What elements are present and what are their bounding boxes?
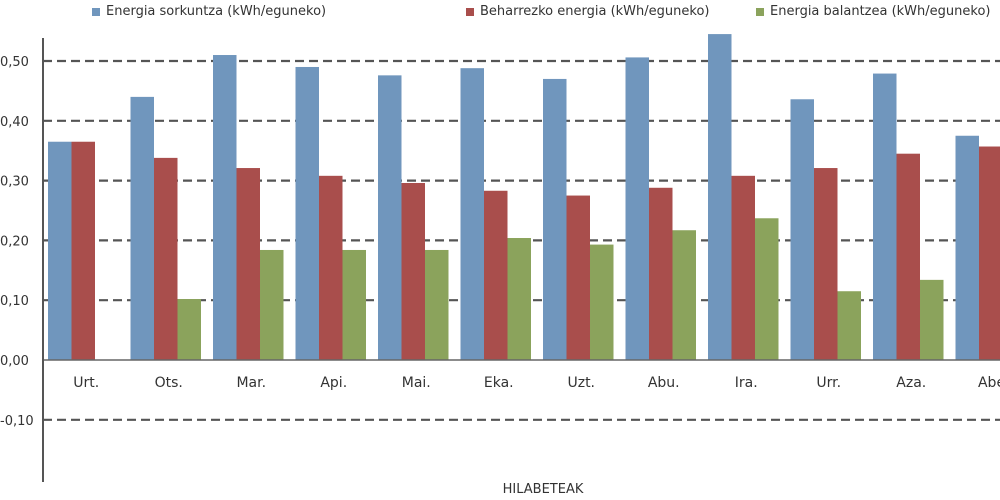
y-tick-label: -0,10 (0, 414, 34, 429)
bar (708, 34, 732, 361)
bar (649, 187, 673, 360)
legend-item-required: Beharrezko energia (kWh/eguneko) (466, 4, 709, 19)
x-tick-label: Abe. (978, 375, 1000, 391)
bar (672, 230, 696, 360)
x-tick-label: Api. (320, 375, 347, 391)
bar (342, 249, 366, 360)
y-tick-label: 0,30 (0, 175, 29, 190)
x-tick-label: Abu. (648, 375, 680, 391)
bar (507, 238, 531, 360)
bar (236, 168, 260, 360)
x-tick-label: Urr. (816, 375, 841, 391)
bar (590, 244, 614, 360)
bar (543, 78, 567, 360)
x-tick-label: Uzt. (567, 375, 595, 391)
x-axis-title: HILABETEAK (503, 482, 584, 497)
bar (319, 175, 343, 360)
legend-swatch-generation (92, 7, 100, 16)
legend-label-balance: Energia balantzea (kWh/eguneko) (770, 4, 991, 19)
y-tick-label: 0,50 (0, 55, 29, 70)
bar (48, 141, 72, 360)
bar (460, 68, 484, 361)
bar (873, 73, 897, 361)
bar (295, 66, 319, 360)
bar (71, 141, 95, 360)
y-tick-label: 0,00 (0, 354, 29, 369)
bar (401, 182, 425, 360)
bar (790, 99, 814, 360)
bar (177, 299, 201, 360)
y-tick-label: 0,10 (0, 294, 29, 309)
x-tick-label: Urt. (73, 375, 99, 391)
bar (814, 168, 838, 360)
x-tick-label: Mai. (402, 375, 431, 391)
bar (130, 96, 154, 360)
y-tick-label: 0,20 (0, 234, 29, 249)
legend-label-generation: Energia sorkuntza (kWh/eguneko) (106, 4, 327, 19)
bar (837, 291, 861, 360)
x-tick-label: Eka. (484, 375, 514, 391)
bar (896, 153, 920, 360)
x-tick-label: Ots. (155, 375, 183, 391)
x-tick-label: Mar. (236, 375, 266, 391)
legend-item-generation: Energia sorkuntza (kWh/eguneko) (92, 4, 326, 19)
bar (979, 146, 1000, 360)
bar (484, 190, 508, 360)
bar (920, 279, 944, 360)
bar (566, 195, 590, 360)
bar (378, 75, 402, 361)
legend-swatch-required (466, 7, 474, 16)
bar (755, 218, 779, 360)
legend: Energia sorkuntza (kWh/eguneko) Beharrez… (0, 4, 1000, 24)
bar (213, 55, 237, 361)
bar (154, 157, 178, 360)
y-tick-label: 0,40 (0, 115, 29, 130)
bar (625, 57, 649, 361)
legend-label-required: Beharrezko energia (kWh/eguneko) (480, 4, 710, 19)
legend-swatch-balance (756, 7, 764, 16)
bar (955, 135, 979, 360)
bar (260, 249, 284, 360)
bar (731, 175, 755, 360)
bar (425, 249, 449, 360)
x-tick-label: Ira. (735, 375, 758, 391)
legend-item-balance: Energia balantzea (kWh/eguneko) (756, 4, 990, 19)
x-tick-label: Aza. (896, 375, 926, 391)
